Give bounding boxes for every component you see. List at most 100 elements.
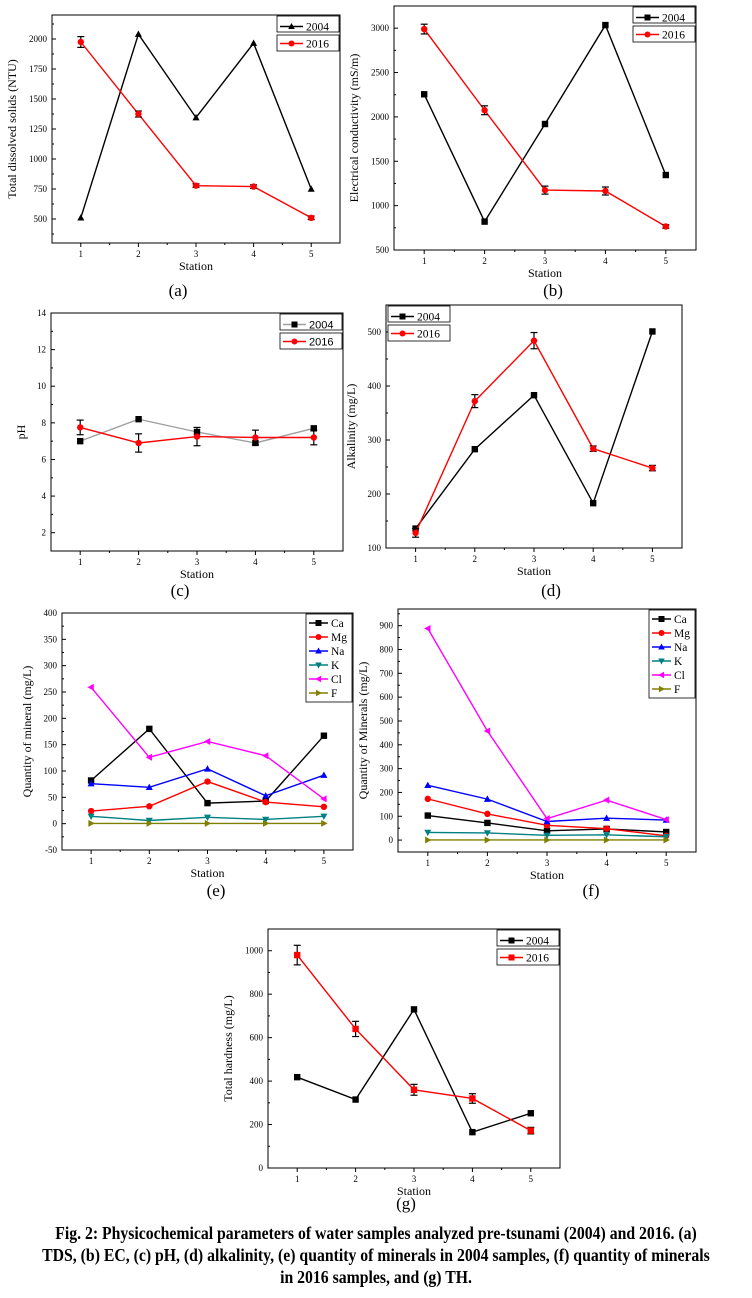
chart-e-point-k <box>87 813 95 820</box>
chart-f-ytick-label: 500 <box>380 716 394 726</box>
chart-b-point-2016 <box>481 107 488 114</box>
chart-d-line-2016 <box>414 339 653 534</box>
chart-e-point-f <box>204 819 212 827</box>
chart-f-point-k <box>483 830 491 837</box>
panel-label-g: (g) <box>396 1194 416 1213</box>
chart-f-legend-label-na: Na <box>674 642 687 654</box>
chart-f-legend-marker-f <box>658 685 665 693</box>
chart-f-point-k <box>424 829 432 837</box>
chart-e-point-k <box>145 817 153 825</box>
chart-e-xtick-label: 3 <box>205 856 210 866</box>
chart-a-xtick-label: 3 <box>194 249 199 259</box>
chart-f-legend-label-k: K <box>674 656 683 668</box>
chart-g-ytick-label: 400 <box>250 1076 264 1086</box>
chart-d-legend: 2004 2016 <box>387 305 451 342</box>
chart-b-point-2004 <box>481 218 488 225</box>
chart-g-xtick-label: 1 <box>295 1174 300 1184</box>
chart-f-point-na <box>483 795 491 802</box>
chart-a-ytick-label: 1250 <box>29 124 48 134</box>
chart-f-legend: Ca Mg Na K Cl F <box>648 609 696 699</box>
chart-e-legend: Ca Mg Na K Cl F <box>305 613 353 703</box>
chart-panel-c: 2 4 6 8 10 12 14 1 2 3 4 5 Station pH 2004 2016 (c) <box>0 300 376 600</box>
chart-e-point-cl <box>320 795 327 803</box>
chart-f-ytick-label: 200 <box>380 787 394 797</box>
chart-b-legend-label-2016: 2016 <box>662 30 685 42</box>
chart-panel-e: -50 0 50 100 150 200 250 300 350 400 1 2 3 4 5 Station Q… <box>0 600 376 900</box>
chart-g-legend-marker-2016 <box>508 954 515 961</box>
chart-b-series-2004 <box>421 21 669 225</box>
chart-g-svg: 0 200 400 600 800 1000 1 2 3 4 5 Station Total hardn… <box>221 928 561 1198</box>
chart-e-point-ca <box>146 725 153 733</box>
chart-e-point-mg <box>204 778 211 785</box>
chart-c-ytick-label: 14 <box>37 308 47 318</box>
chart-g-y-axis-title: Total hardness (mg/L) <box>221 995 235 1101</box>
chart-a-y-axis-title: Total dissolved solids (NTU) <box>5 59 19 198</box>
chart-f-point-k <box>662 834 670 841</box>
chart-c-ytick-label: 12 <box>37 345 46 355</box>
chart-f-ytick-label: 800 <box>380 645 394 655</box>
chart-e-point-cl <box>203 737 211 746</box>
chart-d-ytick-label: 500 <box>368 327 382 337</box>
chart-b-point-2016 <box>662 223 669 230</box>
chart-a-svg: 500 750 1000 1250 1500 1750 2000 1 2 3 4 5 Station To… <box>5 14 341 273</box>
chart-c-ytick-label: 2 <box>42 528 47 538</box>
chart-b-point-2016 <box>421 25 428 33</box>
chart-d-point-2004 <box>649 328 656 335</box>
chart-d-point-2016 <box>649 464 656 472</box>
chart-d-series-2004 <box>412 328 656 532</box>
chart-e-ytick-label: -50 <box>45 845 57 855</box>
chart-c-point-2016 <box>310 434 317 441</box>
chart-c-xtick-label: 5 <box>312 557 317 567</box>
chart-d-point-2004 <box>471 445 478 453</box>
chart-d-x-axis-title: Station <box>517 564 551 578</box>
chart-e-x-axis-title: Station <box>190 866 224 880</box>
chart-e-series-f <box>88 819 328 827</box>
chart-e-series-na <box>87 765 328 799</box>
chart-d-xtick-label: 1 <box>413 554 418 564</box>
chart-g-ytick-label: 600 <box>250 1033 264 1043</box>
chart-f-line-na <box>427 784 667 823</box>
chart-f-ytick-label: 400 <box>380 740 394 750</box>
chart-e-xtick-label: 5 <box>322 856 327 866</box>
chart-b-point-2004 <box>602 21 609 29</box>
chart-a-line-2004 <box>80 32 312 219</box>
chart-d-ytick-label: 400 <box>368 381 382 391</box>
chart-f-point-cl <box>483 727 491 735</box>
chart-a-legend-box <box>276 34 340 52</box>
chart-f-point-cl <box>543 815 550 823</box>
chart-d-point-2016 <box>471 397 478 405</box>
chart-c-ytick-label: 10 <box>37 381 47 391</box>
chart-b-xtick-label: 1 <box>422 256 427 266</box>
chart-g-xtick-label: 3 <box>412 1174 417 1184</box>
chart-g-point-2004 <box>527 1110 534 1117</box>
chart-g-point-2016 <box>294 951 301 959</box>
chart-b-point-2016 <box>541 186 549 194</box>
chart-e-ytick-label: 250 <box>44 687 58 697</box>
chart-f-xtick-label: 2 <box>485 858 490 868</box>
chart-b-xtick-label: 4 <box>603 256 608 266</box>
chart-f-legend-box <box>648 609 696 699</box>
chart-b-legend-label-2004: 2004 <box>662 13 685 25</box>
chart-f-point-mg <box>424 795 431 803</box>
chart-d-point-2016 <box>412 529 419 537</box>
chart-b-ytick-label: 500 <box>376 245 390 255</box>
chart-a-line-2016 <box>80 41 312 219</box>
chart-b-point-2004 <box>421 91 428 98</box>
chart-g-ytick-label: 200 <box>250 1120 264 1130</box>
chart-f-point-f <box>603 836 611 844</box>
chart-f-point-na <box>424 781 432 789</box>
chart-f-line-cl <box>427 628 667 821</box>
chart-e-ytick-label: 50 <box>48 792 58 802</box>
chart-e-point-na <box>262 792 270 799</box>
chart-f-y-axis-title: Quantity of Minerals (mg/L) <box>356 662 370 800</box>
chart-b-line-2016 <box>423 28 667 228</box>
chart-g-point-2004 <box>410 1006 418 1013</box>
chart-g-legend-label-2004: 2004 <box>526 936 549 948</box>
chart-a-ytick-label: 2000 <box>29 34 48 44</box>
chart-e-legend-marker-f <box>315 689 322 697</box>
chart-a-ytick-label: 1750 <box>29 64 48 74</box>
chart-c-legend: 2004 2016 <box>279 313 343 350</box>
chart-e-legend-marker-cl <box>315 675 322 683</box>
chart-b-point-2004 <box>541 120 549 128</box>
chart-f-point-f <box>425 836 432 844</box>
